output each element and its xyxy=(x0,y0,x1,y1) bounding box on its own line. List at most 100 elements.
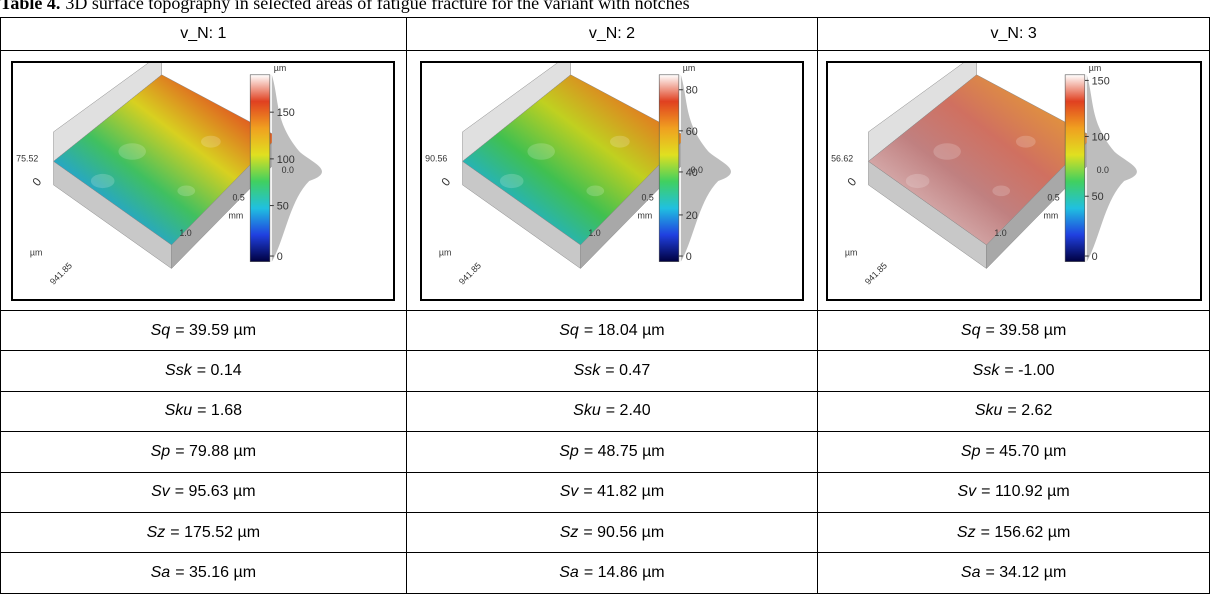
metric-symbol: Sp xyxy=(961,443,981,460)
metric-cell: Ssk = 0.14 xyxy=(1,351,407,391)
surface-feature xyxy=(905,173,929,187)
colorbar-tick-label: 0 xyxy=(686,250,692,262)
metric-symbol: Ssk xyxy=(165,362,192,379)
metric-value: = 156.62 µm xyxy=(981,524,1071,541)
colorbar-unit: µm xyxy=(274,62,286,72)
metric-symbol: Sv xyxy=(151,483,170,500)
metric-symbol: Ssk xyxy=(973,362,1000,379)
colorbar-tick-label: 0 xyxy=(277,250,283,262)
metric-symbol: Sp xyxy=(559,443,579,460)
metric-cell: Sv= 41.82 µm xyxy=(406,472,818,512)
x-tick-label: 0.0 xyxy=(691,165,703,175)
metric-value: = 45.70 µm xyxy=(985,443,1066,460)
metric-cell: Sa= 34.12 µm xyxy=(818,553,1210,593)
surface-feature xyxy=(1016,135,1036,147)
metric-cell: Sku= 2.62 xyxy=(818,391,1210,431)
y-end-label: 941.85 xyxy=(457,260,483,286)
metric-cell: Sa= 35.16 µm xyxy=(1,553,407,593)
metric-value: = 1.68 xyxy=(197,402,242,419)
colorbar-tick-label: 50 xyxy=(1091,191,1103,203)
surface-feature xyxy=(992,185,1010,196)
metric-cell: Ssk= -1.00 xyxy=(818,351,1210,391)
metric-cell: Sa= 14.86 µm xyxy=(406,553,818,593)
colorbar-tick-label: 0 xyxy=(1091,250,1097,262)
metric-cell: Sq= 39.59 µm xyxy=(1,311,407,351)
z-label: 90.56 xyxy=(425,153,447,163)
colorbar-tick-label: 20 xyxy=(686,209,698,221)
metric-value: = 95.63 µm xyxy=(175,483,256,500)
metric-symbol: Sv xyxy=(958,483,977,500)
y-end-label: 941.85 xyxy=(48,260,74,286)
colorbar-tick-label: 50 xyxy=(277,200,289,212)
y-start-label: 0 xyxy=(30,174,45,188)
colorbar-tick-label: 80 xyxy=(686,84,698,96)
x-unit: mm xyxy=(229,210,244,220)
histogram xyxy=(1086,74,1136,261)
metric-cell: Sv = 95.63 µm xyxy=(1,472,407,512)
metric-value: = 41.82 µm xyxy=(583,483,664,500)
column-header: v_N: 3 xyxy=(818,18,1210,51)
x-tick-label: 0.5 xyxy=(641,192,653,202)
metric-value: = 34.12 µm xyxy=(985,564,1066,581)
metric-cell: Sp= 79.88 µm xyxy=(1,432,407,472)
column-header: v_N: 2 xyxy=(406,18,818,51)
metric-cell: Sv= 110.92 µm xyxy=(818,472,1210,512)
metric-symbol: Sp xyxy=(151,443,171,460)
metric-row: Sz= 175.52 µmSz= 90.56 µmSz= 156.62 µm xyxy=(1,512,1210,552)
x-tick-label: 1.0 xyxy=(994,228,1006,238)
page: Table 4. 3D surface topography in selecte… xyxy=(0,0,1211,595)
metric-value: = 0.47 xyxy=(605,362,650,379)
colorbar xyxy=(251,74,271,261)
metric-value: = -1.00 xyxy=(1004,362,1054,379)
metric-value: = 18.04 µm xyxy=(584,322,665,339)
x-tick-label: 1.0 xyxy=(180,228,192,238)
metric-symbol: Sz xyxy=(147,524,166,541)
column-header: v_N: 1 xyxy=(1,18,407,51)
x-tick-label: 0.5 xyxy=(1047,192,1059,202)
caption-text: 3D surface topography in selected areas … xyxy=(65,0,689,13)
surface-feature xyxy=(610,135,630,147)
metric-value: = 14.86 µm xyxy=(584,564,665,581)
surface-feature xyxy=(201,135,221,147)
colorbar-tick-label: 60 xyxy=(686,125,698,137)
surface-feature xyxy=(933,143,961,160)
metric-value: = 2.62 xyxy=(1007,402,1052,419)
x-tick-label: 0.0 xyxy=(1096,165,1108,175)
metric-cell: Sp= 45.70 µm xyxy=(818,432,1210,472)
metric-value: = 79.88 µm xyxy=(175,443,256,460)
colorbar xyxy=(659,74,679,261)
colorbar-tick-label: 150 xyxy=(1091,75,1109,87)
metric-symbol: Sku xyxy=(975,402,1003,419)
x-unit: mm xyxy=(638,210,653,220)
y-start-label: 0 xyxy=(844,174,859,188)
metric-symbol: Sku xyxy=(165,402,193,419)
metric-cell: Sku= 2.40 xyxy=(406,391,818,431)
caption-label: Table 4. xyxy=(0,0,60,13)
metric-symbol: Sa xyxy=(961,564,981,581)
metric-cell: Sz= 90.56 µm xyxy=(406,512,818,552)
metric-value: = 35.16 µm xyxy=(175,564,256,581)
metric-value: = 0.14 xyxy=(197,362,242,379)
metric-symbol: Sku xyxy=(573,402,601,419)
metric-value: = 39.58 µm xyxy=(985,322,1066,339)
metric-symbol: Sz xyxy=(560,524,579,541)
y-unit: µm xyxy=(30,247,42,257)
colorbar-tick-label: 100 xyxy=(277,153,295,165)
metric-cell: Sz= 175.52 µm xyxy=(1,512,407,552)
surface-feature xyxy=(91,173,115,187)
z-label: 56.62 xyxy=(831,153,853,163)
colorbar-tick-label: 150 xyxy=(277,107,295,119)
metric-cell: Ssk= 0.47 xyxy=(406,351,818,391)
metric-value: = 90.56 µm xyxy=(583,524,664,541)
metric-symbol: Sq xyxy=(151,322,171,339)
metric-symbol: Sq xyxy=(559,322,579,339)
